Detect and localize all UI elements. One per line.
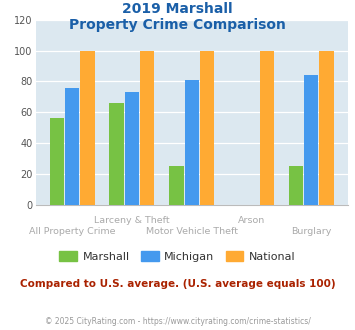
- Text: Property Crime Comparison: Property Crime Comparison: [69, 18, 286, 32]
- Text: All Property Crime: All Property Crime: [29, 227, 115, 236]
- Text: 2019 Marshall: 2019 Marshall: [122, 2, 233, 16]
- Bar: [289, 166, 303, 205]
- Text: Compared to U.S. average. (U.S. average equals 100): Compared to U.S. average. (U.S. average …: [20, 279, 335, 289]
- Bar: [50, 118, 64, 205]
- Bar: [80, 50, 94, 205]
- Text: Larceny & Theft: Larceny & Theft: [94, 216, 170, 225]
- Bar: [200, 50, 214, 205]
- Bar: [140, 50, 154, 205]
- Bar: [109, 103, 124, 205]
- Text: © 2025 CityRating.com - https://www.cityrating.com/crime-statistics/: © 2025 CityRating.com - https://www.city…: [45, 317, 310, 326]
- Bar: [260, 50, 274, 205]
- Bar: [65, 87, 79, 205]
- Bar: [169, 166, 184, 205]
- Bar: [304, 75, 318, 205]
- Text: Burglary: Burglary: [291, 227, 332, 236]
- Bar: [185, 80, 199, 205]
- Text: Arson: Arson: [238, 216, 265, 225]
- Legend: Marshall, Michigan, National: Marshall, Michigan, National: [55, 247, 300, 266]
- Text: Motor Vehicle Theft: Motor Vehicle Theft: [146, 227, 238, 236]
- Bar: [320, 50, 334, 205]
- Bar: [125, 92, 139, 205]
